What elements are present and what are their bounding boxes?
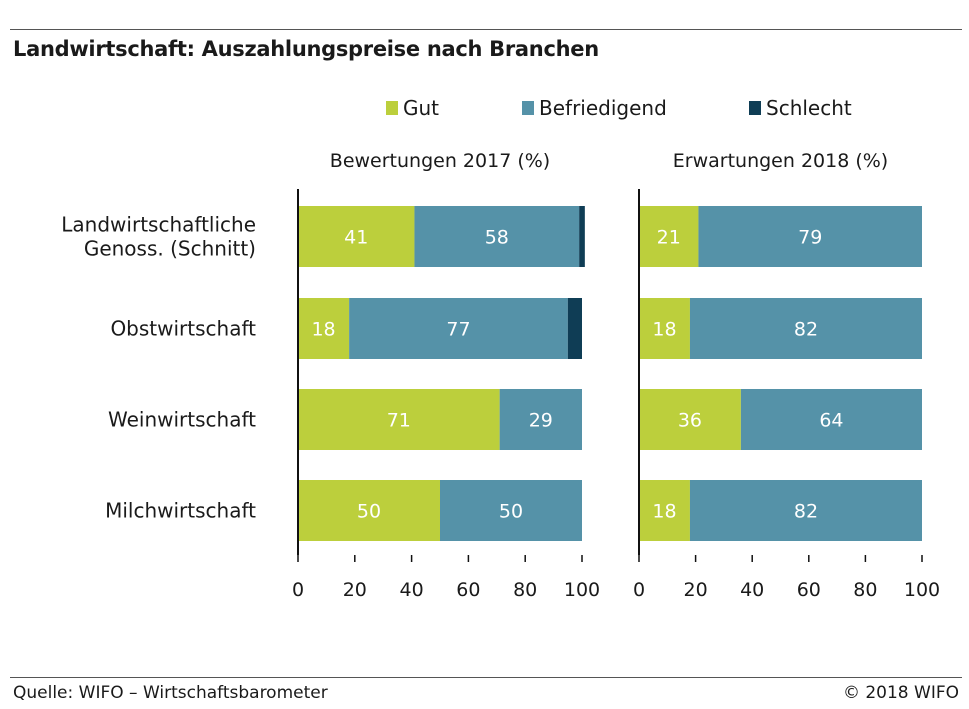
bar-gut [298,389,500,450]
panel-title: Bewertungen 2017 (%) [330,150,550,172]
legend-swatch-gut [386,101,398,115]
x-tick-label: 80 [513,579,537,601]
x-tick-label: 0 [633,579,645,601]
bar-gut [298,298,350,359]
bar-gut [639,389,741,450]
x-tick-label: 0 [292,579,304,601]
data-label: 18 [652,501,676,523]
legend-swatch-schlecht [749,101,761,115]
data-label: 50 [357,501,381,523]
x-tick-label: 20 [343,579,367,601]
category-label: Genoss. (Schnitt) [84,237,256,261]
x-tick-label: 80 [853,579,877,601]
legend-label-befriedigend: Befriedigend [539,96,667,120]
data-label: 36 [678,410,702,432]
bar-befriedigend [414,206,580,267]
data-label: 64 [819,410,843,432]
x-tick-label: 100 [904,579,940,601]
data-label: 58 [485,227,509,249]
bar-gut [639,206,699,267]
panel-title: Erwartungen 2018 (%) [673,150,888,172]
data-label: 79 [798,227,822,249]
category-label: Obstwirtschaft [110,317,256,341]
bar-befriedigend [698,206,922,267]
data-label: 29 [529,410,553,432]
bar-befriedigend [440,480,582,541]
legend-swatch-befriedigend [522,101,534,115]
top-rule [10,29,962,30]
data-label: 77 [446,319,470,341]
bar-gut [298,480,440,541]
bar-schlecht [579,206,585,267]
source-note: Quelle: WIFO – Wirtschaftsbarometer [13,683,328,703]
copyright-note: © 2018 WIFO [842,683,959,703]
category-label: Milchwirtschaft [105,499,256,523]
data-label: 50 [499,501,523,523]
legend-label-gut: Gut [403,96,439,120]
x-tick-label: 40 [400,579,424,601]
x-tick-label: 40 [740,579,764,601]
bar-gut [639,480,690,541]
x-tick-label: 60 [456,579,480,601]
bar-gut [639,298,690,359]
x-tick-label: 20 [684,579,708,601]
data-label: 82 [794,319,818,341]
data-label: 71 [387,410,411,432]
category-label: Weinwirtschaft [108,408,256,432]
chart-title: Landwirtschaft: Auszahlungspreise nach B… [13,37,599,61]
legend-label-schlecht: Schlecht [766,96,852,120]
category-label: Landwirtschaftliche [61,213,256,237]
data-label: 41 [344,227,368,249]
x-tick-label: 60 [797,579,821,601]
bar-gut [298,206,415,267]
bar-befriedigend [689,298,922,359]
data-label: 18 [311,319,335,341]
bar-befriedigend [499,389,582,450]
x-tick-label: 100 [564,579,600,601]
data-label: 82 [794,501,818,523]
bar-schlecht [567,298,582,359]
bar-befriedigend [689,480,922,541]
data-label: 18 [652,319,676,341]
bottom-rule [10,677,962,678]
data-label: 21 [657,227,681,249]
bar-befriedigend [349,298,568,359]
bar-befriedigend [740,389,922,450]
